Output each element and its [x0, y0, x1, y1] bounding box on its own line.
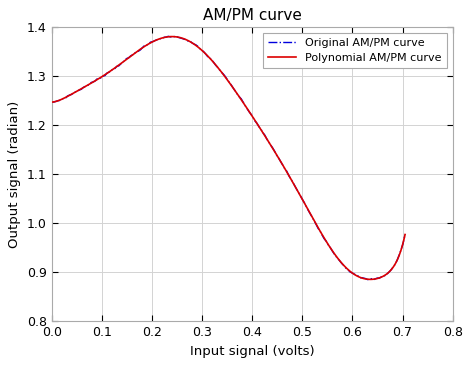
Original AM/PM curve: [371, 277, 376, 282]
Original AM/PM curve: [49, 99, 55, 104]
Title: AM/PM curve: AM/PM curve: [203, 8, 301, 23]
Polynomial AM/PM curve: [140, 45, 146, 50]
Polynomial AM/PM curve: [112, 66, 117, 71]
Original AM/PM curve: [122, 58, 128, 62]
Original AM/PM curve: [173, 34, 179, 38]
Original AM/PM curve: [394, 258, 400, 262]
Original AM/PM curve: [365, 277, 370, 282]
Polynomial AM/PM curve: [367, 277, 373, 281]
Line: Original AM/PM curve: Original AM/PM curve: [52, 36, 405, 280]
Polynomial AM/PM curve: [209, 59, 215, 63]
Polynomial AM/PM curve: [169, 34, 175, 39]
Polynomial AM/PM curve: [49, 100, 55, 104]
Polynomial AM/PM curve: [402, 232, 408, 237]
Original AM/PM curve: [402, 232, 408, 236]
Original AM/PM curve: [185, 39, 191, 43]
Original AM/PM curve: [55, 98, 60, 103]
Legend: Original AM/PM curve, Polynomial AM/PM curve: Original AM/PM curve, Polynomial AM/PM c…: [263, 33, 447, 68]
Polynomial AM/PM curve: [316, 226, 321, 230]
X-axis label: Input signal (volts): Input signal (volts): [190, 345, 315, 358]
Polynomial AM/PM curve: [285, 172, 291, 177]
Line: Polynomial AM/PM curve: Polynomial AM/PM curve: [52, 37, 405, 279]
Original AM/PM curve: [90, 80, 96, 84]
Y-axis label: Output signal (radian): Output signal (radian): [8, 101, 21, 248]
Polynomial AM/PM curve: [258, 127, 263, 131]
